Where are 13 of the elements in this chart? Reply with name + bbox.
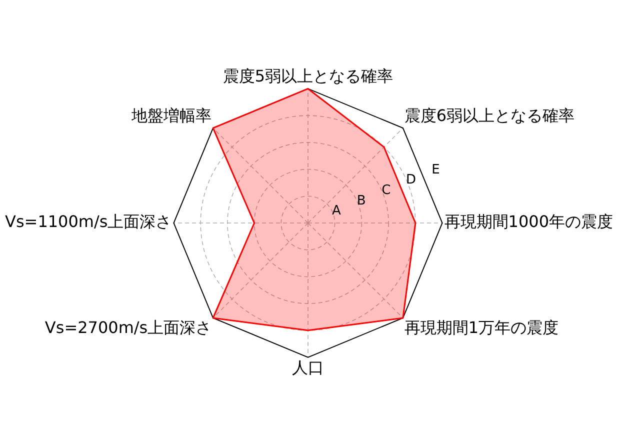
y-tick-label: D: [406, 172, 416, 188]
spoke-label: 震度5弱以上となる確率: [222, 66, 394, 86]
y-tick-label: C: [382, 183, 391, 198]
spoke-label: 再現期間1万年の震度: [404, 318, 559, 338]
spoke-label: 地盤増幅率: [130, 106, 212, 126]
spoke-label: Vs=1100m/s上面深さ: [5, 212, 172, 232]
spoke-label: 再現期間1000年の震度: [444, 212, 613, 232]
y-tick-label: A: [332, 204, 342, 219]
spoke-label: 人口: [292, 358, 324, 378]
spoke-label: 震度6弱以上となる確率: [404, 106, 575, 126]
y-tick-label: B: [356, 193, 366, 208]
spoke-label: Vs=2700m/s上面深さ: [44, 318, 212, 338]
y-tick-label: E: [432, 162, 440, 178]
